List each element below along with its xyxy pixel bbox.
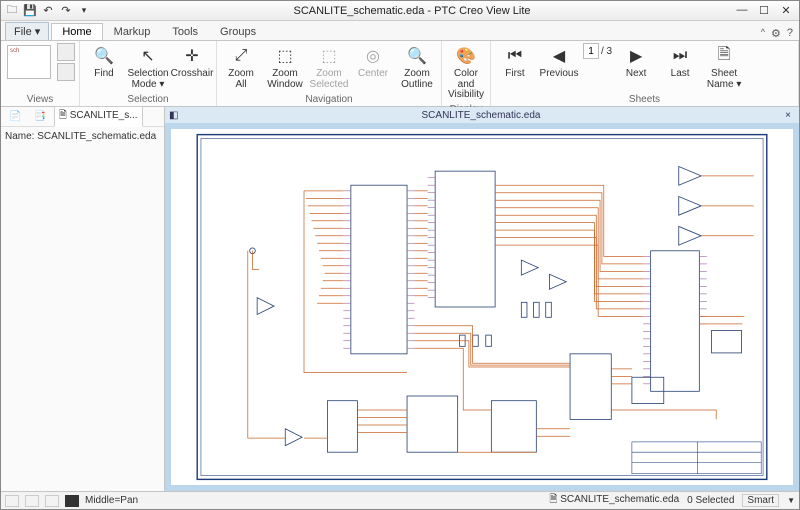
thumbnail-icon: sch <box>7 45 51 79</box>
ribbon-tabs: File ▾ Home Markup Tools Groups ^ ⚙ ? <box>1 21 799 41</box>
group-navigation-label: Navigation <box>221 93 437 106</box>
status-dropdown-icon[interactable]: ▼ <box>787 496 795 505</box>
status-view-3[interactable] <box>45 495 59 507</box>
side-tab-file[interactable]: 🗎 SCANLITE_s... <box>54 106 143 127</box>
menu-icon[interactable]: 🗀 <box>5 4 19 18</box>
group-sheets: ⏮First ◀Previous / 3 ▶Next ⏭Last 🗎Sheet … <box>491 41 799 106</box>
file-menu[interactable]: File ▾ <box>5 22 49 40</box>
close-button[interactable]: ✕ <box>777 4 795 18</box>
doc-restore-icon[interactable]: ◧ <box>169 110 181 121</box>
ribbon-help: ^ ⚙ ? <box>761 27 799 40</box>
undo-icon[interactable]: ↶ <box>41 4 55 18</box>
last-icon: ⏭ <box>669 45 691 67</box>
zoom-selected-icon: ⬚ <box>318 45 340 67</box>
group-sheets-label: Sheets <box>495 93 794 106</box>
center-icon: ◎ <box>362 45 384 67</box>
cursor-icon: ↖ <box>137 45 159 67</box>
views-icon-2[interactable] <box>57 63 75 81</box>
tab-groups[interactable]: Groups <box>209 23 267 40</box>
statusbar: Middle=Pan 🗎 SCANLITE_schematic.eda 0 Se… <box>1 491 799 509</box>
dropdown-icon[interactable]: ▾ <box>77 4 91 18</box>
status-mode[interactable]: Smart <box>742 494 779 507</box>
main-area: ◧ SCANLITE_schematic.eda × <box>165 107 799 491</box>
zoom-all-button[interactable]: ⤢Zoom All <box>221 43 261 92</box>
minimize-button[interactable]: — <box>733 4 751 18</box>
views-thumb[interactable]: sch <box>5 43 53 81</box>
group-views: sch Views <box>1 41 80 106</box>
canvas-wrap <box>165 123 799 491</box>
status-view-1[interactable] <box>5 495 19 507</box>
maximize-button[interactable]: ☐ <box>755 4 773 18</box>
sheet-input[interactable] <box>583 43 599 59</box>
zoom-window-button[interactable]: ⬚Zoom Window <box>265 43 305 92</box>
tab-markup[interactable]: Markup <box>103 23 162 40</box>
sheet-icon: 🗎 <box>713 45 735 67</box>
status-file: 🗎 SCANLITE_schematic.eda <box>549 492 679 509</box>
zoom-outline-icon: 🔍 <box>406 45 428 67</box>
status-view-4[interactable] <box>65 495 79 507</box>
side-panel: 📄 📑 🗎 SCANLITE_s... Name: SCANLITE_schem… <box>1 107 165 491</box>
help-icon[interactable]: ? <box>787 27 793 40</box>
side-tab-2[interactable]: 📑 <box>29 110 49 123</box>
zoom-all-icon: ⤢ <box>230 45 252 67</box>
status-view-2[interactable] <box>25 495 39 507</box>
collapse-ribbon-icon[interactable]: ^ <box>761 27 765 40</box>
last-sheet-button[interactable]: ⏭Last <box>660 43 700 82</box>
sheet-name-button[interactable]: 🗎Sheet Name ▾ <box>704 43 744 92</box>
next-sheet-button[interactable]: ▶Next <box>616 43 656 82</box>
doc-title: SCANLITE_schematic.eda <box>181 110 781 121</box>
group-views-label: Views <box>5 93 75 106</box>
group-selection: 🔍Find ↖Selection Mode ▾ ✛Crosshair Selec… <box>80 41 217 106</box>
save-icon[interactable]: 💾 <box>23 4 37 18</box>
crosshair-button[interactable]: ✛Crosshair <box>172 43 212 82</box>
selection-mode-button[interactable]: ↖Selection Mode ▾ <box>128 43 168 92</box>
side-tab-1[interactable]: 📄 <box>5 110 25 123</box>
next-icon: ▶ <box>625 45 647 67</box>
ribbon: sch Views 🔍Find ↖Selection Mode ▾ ✛Cross… <box>1 41 799 107</box>
zoom-window-icon: ⬚ <box>274 45 296 67</box>
prop-name-value: SCANLITE_schematic.eda <box>37 131 156 142</box>
doc-close-icon[interactable]: × <box>781 110 795 121</box>
quick-launch: 🗀 💾 ↶ ↷ ▾ <box>5 4 91 18</box>
redo-icon[interactable]: ↷ <box>59 4 73 18</box>
crosshair-icon: ✛ <box>181 45 203 67</box>
titlebar: 🗀 💾 ↶ ↷ ▾ SCANLITE_schematic.eda - PTC C… <box>1 1 799 21</box>
properties: Name: SCANLITE_schematic.eda <box>1 127 164 146</box>
prev-sheet-button[interactable]: ◀Previous <box>539 43 579 82</box>
views-icon-1[interactable] <box>57 43 75 61</box>
first-sheet-button[interactable]: ⏮First <box>495 43 535 82</box>
doc-titlebar: ◧ SCANLITE_schematic.eda × <box>165 107 799 123</box>
find-button[interactable]: 🔍Find <box>84 43 124 82</box>
group-selection-label: Selection <box>84 93 212 106</box>
first-icon: ⏮ <box>504 45 526 67</box>
status-mouse-hint: Middle=Pan <box>85 495 138 506</box>
tab-home[interactable]: Home <box>51 23 102 40</box>
status-selected: 0 Selected <box>687 495 734 506</box>
window-buttons: — ☐ ✕ <box>733 4 795 18</box>
sheet-total: / 3 <box>601 46 612 57</box>
window-title: SCANLITE_schematic.eda - PTC Creo View L… <box>91 5 733 17</box>
find-icon: 🔍 <box>93 45 115 67</box>
sheet-number: / 3 <box>583 43 612 59</box>
center-button[interactable]: ◎Center <box>353 43 393 82</box>
side-tabs: 📄 📑 🗎 SCANLITE_s... <box>1 107 164 127</box>
color-icon: 🎨 <box>455 45 477 67</box>
app-window: 🗀 💾 ↶ ↷ ▾ SCANLITE_schematic.eda - PTC C… <box>0 0 800 510</box>
group-navigation: ⤢Zoom All ⬚Zoom Window ⬚Zoom Selected ◎C… <box>217 41 442 106</box>
body: 📄 📑 🗎 SCANLITE_s... Name: SCANLITE_schem… <box>1 107 799 491</box>
prop-name-label: Name: <box>5 131 34 142</box>
prev-icon: ◀ <box>548 45 570 67</box>
schematic-canvas[interactable] <box>171 129 793 485</box>
tab-tools[interactable]: Tools <box>161 23 209 40</box>
zoom-selected-button[interactable]: ⬚Zoom Selected <box>309 43 349 92</box>
color-visibility-button[interactable]: 🎨Color and Visibility <box>446 43 486 103</box>
zoom-outline-button[interactable]: 🔍Zoom Outline <box>397 43 437 92</box>
options-icon[interactable]: ⚙ <box>771 27 781 40</box>
group-display: 🎨Color and Visibility Display <box>442 41 491 106</box>
